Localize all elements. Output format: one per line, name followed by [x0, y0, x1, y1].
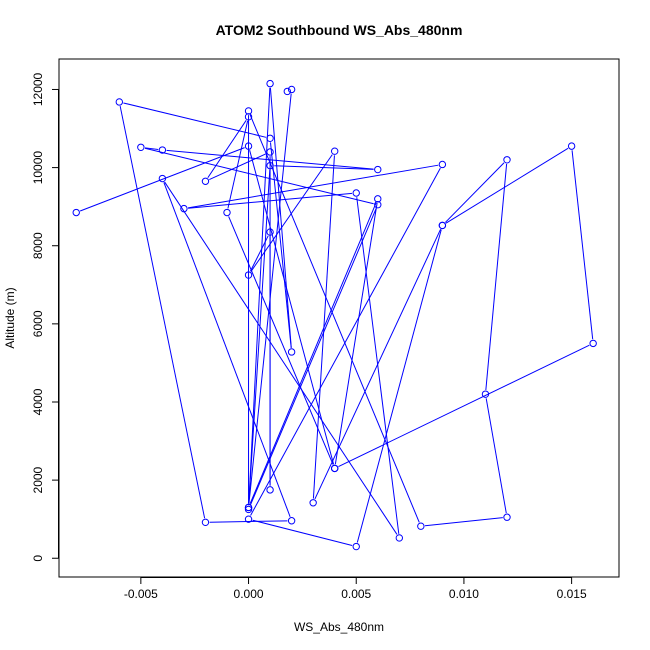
data-point	[201, 518, 210, 527]
data-point	[287, 517, 296, 525]
series-line-segment	[571, 150, 594, 340]
y-tick-label: 4000	[31, 388, 45, 415]
series-line-segment	[164, 181, 398, 535]
data-point	[417, 522, 425, 530]
series-line-segment	[356, 197, 400, 534]
data-point	[309, 499, 317, 507]
series-line-segment	[248, 169, 271, 504]
data-point	[223, 208, 231, 217]
data-point	[374, 195, 382, 203]
series-line-segment	[250, 154, 333, 272]
y-tick-label: 0	[31, 555, 45, 562]
data-point	[287, 348, 296, 356]
data-point	[374, 165, 382, 174]
data-point	[438, 221, 447, 230]
series-line-segment	[274, 165, 374, 170]
y-tick-label: 10000	[31, 151, 45, 185]
x-axis: -0.005 0.000 0.005 0.010 0.015	[124, 577, 587, 601]
x-tick-label: 0.005	[341, 587, 371, 601]
data-point	[266, 486, 274, 494]
y-axis-label: Altitude (m)	[3, 287, 17, 348]
series-line-segment	[228, 216, 334, 465]
data-point	[244, 142, 253, 150]
series-line-segment	[144, 147, 159, 150]
data-point	[352, 542, 360, 551]
data-point	[180, 204, 188, 213]
data-point	[395, 534, 404, 542]
series-line-segment	[252, 519, 353, 546]
series-line-segment	[249, 235, 269, 272]
series-line-segment	[334, 202, 378, 465]
series-line-segment	[119, 105, 206, 519]
series-line-segment	[314, 229, 442, 500]
data-point	[244, 515, 253, 523]
data-point	[158, 174, 167, 183]
data-point	[115, 98, 124, 106]
series-line-segment	[123, 102, 267, 138]
data-point	[589, 339, 597, 348]
y-axis: 0 2000 4000 6000 8000 10000 12000	[31, 72, 59, 562]
series-line-segment	[445, 147, 569, 224]
y-tick-label: 6000	[31, 310, 45, 337]
series-line-segment	[248, 87, 271, 506]
series-line-segment	[444, 162, 505, 223]
series-line-segment	[209, 520, 288, 523]
y-tick-label: 12000	[31, 72, 45, 106]
data-point	[137, 143, 145, 151]
series-line-segment	[79, 147, 245, 212]
data-point	[374, 201, 382, 209]
data-point	[244, 505, 253, 514]
series-lines	[79, 87, 594, 546]
series-points	[72, 79, 597, 551]
x-axis-label: WS_Abs_480nm	[294, 620, 384, 634]
series-line-segment	[269, 87, 292, 348]
series-line-segment	[312, 155, 335, 499]
series-line-segment	[249, 202, 377, 504]
series-line-segment	[338, 344, 590, 468]
data-point	[266, 161, 274, 170]
series-line-segment	[485, 398, 507, 514]
data-point	[330, 464, 339, 473]
y-tick-label: 8000	[31, 232, 45, 259]
x-tick-label: -0.005	[124, 587, 158, 601]
data-point	[567, 142, 576, 150]
series-line-segment	[163, 182, 291, 517]
data-point	[244, 113, 253, 121]
series-line-segment	[207, 120, 247, 179]
data-point	[266, 134, 274, 143]
data-point	[158, 146, 167, 154]
data-point	[72, 208, 80, 217]
data-point	[287, 85, 296, 94]
series-line-segment	[485, 163, 508, 391]
data-point	[201, 177, 210, 185]
data-point	[503, 156, 511, 164]
data-point	[244, 503, 253, 512]
series-line-segment	[249, 150, 335, 465]
series-line-segment	[270, 142, 292, 348]
data-point	[266, 148, 274, 156]
series-line-segment	[356, 229, 442, 543]
series-line-segment	[249, 114, 420, 523]
data-point	[244, 107, 253, 115]
chart-title: ATOM2 Southbound WS_Abs_480nm	[216, 22, 463, 38]
x-tick-label: 0.010	[449, 587, 479, 601]
data-point	[283, 87, 292, 96]
data-point	[330, 147, 339, 155]
data-point	[352, 189, 360, 197]
data-point	[266, 79, 274, 88]
data-point	[503, 513, 511, 521]
data-point	[481, 390, 490, 398]
data-point	[438, 160, 447, 169]
x-tick-label: 0.015	[557, 587, 587, 601]
series-line-segment	[227, 120, 249, 209]
data-point	[244, 271, 253, 279]
series-line-segment	[424, 517, 503, 527]
series-line-segment	[250, 167, 441, 516]
data-point	[266, 228, 274, 236]
y-tick-label: 2000	[31, 466, 45, 493]
x-tick-label: 0.000	[234, 587, 264, 601]
series-line-segment	[249, 208, 377, 506]
